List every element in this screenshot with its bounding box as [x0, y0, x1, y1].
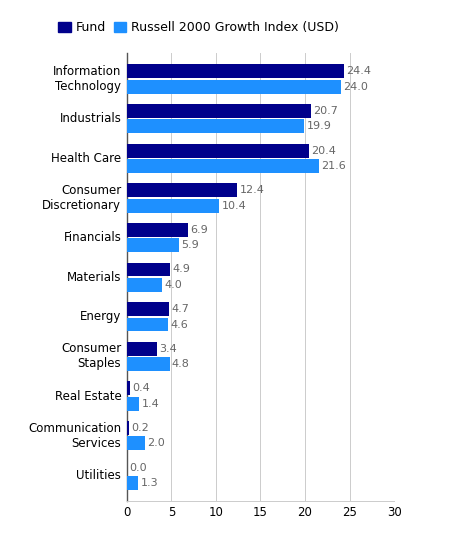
Bar: [127, 104, 311, 118]
Bar: [127, 397, 140, 411]
Text: 4.9: 4.9: [173, 264, 191, 274]
Text: 24.0: 24.0: [343, 82, 368, 92]
Text: 20.7: 20.7: [313, 106, 338, 116]
Bar: [127, 302, 169, 316]
Text: 0.4: 0.4: [133, 383, 150, 393]
Bar: [127, 159, 319, 173]
Text: 4.8: 4.8: [172, 359, 190, 369]
Bar: [127, 223, 188, 237]
Text: 21.6: 21.6: [322, 161, 346, 171]
Bar: [127, 357, 169, 371]
Text: 6.9: 6.9: [191, 225, 208, 235]
Text: 12.4: 12.4: [240, 185, 265, 195]
Text: 4.6: 4.6: [170, 319, 188, 329]
Bar: [127, 437, 145, 450]
Bar: [127, 318, 168, 332]
Bar: [127, 64, 344, 78]
Bar: [127, 183, 237, 197]
Bar: [127, 421, 129, 435]
Bar: [127, 262, 170, 277]
Legend: Fund, Russell 2000 Growth Index (USD): Fund, Russell 2000 Growth Index (USD): [58, 21, 339, 35]
Text: 3.4: 3.4: [159, 344, 177, 354]
Bar: [127, 382, 130, 395]
Text: 1.4: 1.4: [141, 399, 159, 409]
Bar: [127, 342, 157, 356]
Bar: [127, 238, 179, 252]
Text: 24.4: 24.4: [347, 66, 371, 76]
Text: 0.2: 0.2: [131, 423, 149, 433]
Bar: [127, 278, 163, 292]
Bar: [127, 119, 304, 133]
Text: 10.4: 10.4: [222, 200, 246, 211]
Text: 19.9: 19.9: [306, 122, 331, 132]
Text: 0.0: 0.0: [129, 463, 147, 473]
Text: 4.0: 4.0: [165, 280, 183, 290]
Text: 1.3: 1.3: [140, 478, 158, 488]
Text: 4.7: 4.7: [171, 304, 189, 314]
Text: 2.0: 2.0: [147, 438, 164, 448]
Bar: [127, 80, 341, 94]
Bar: [127, 476, 139, 490]
Bar: [127, 199, 220, 213]
Text: 20.4: 20.4: [311, 146, 336, 156]
Text: 5.9: 5.9: [182, 240, 199, 251]
Bar: [127, 143, 308, 158]
